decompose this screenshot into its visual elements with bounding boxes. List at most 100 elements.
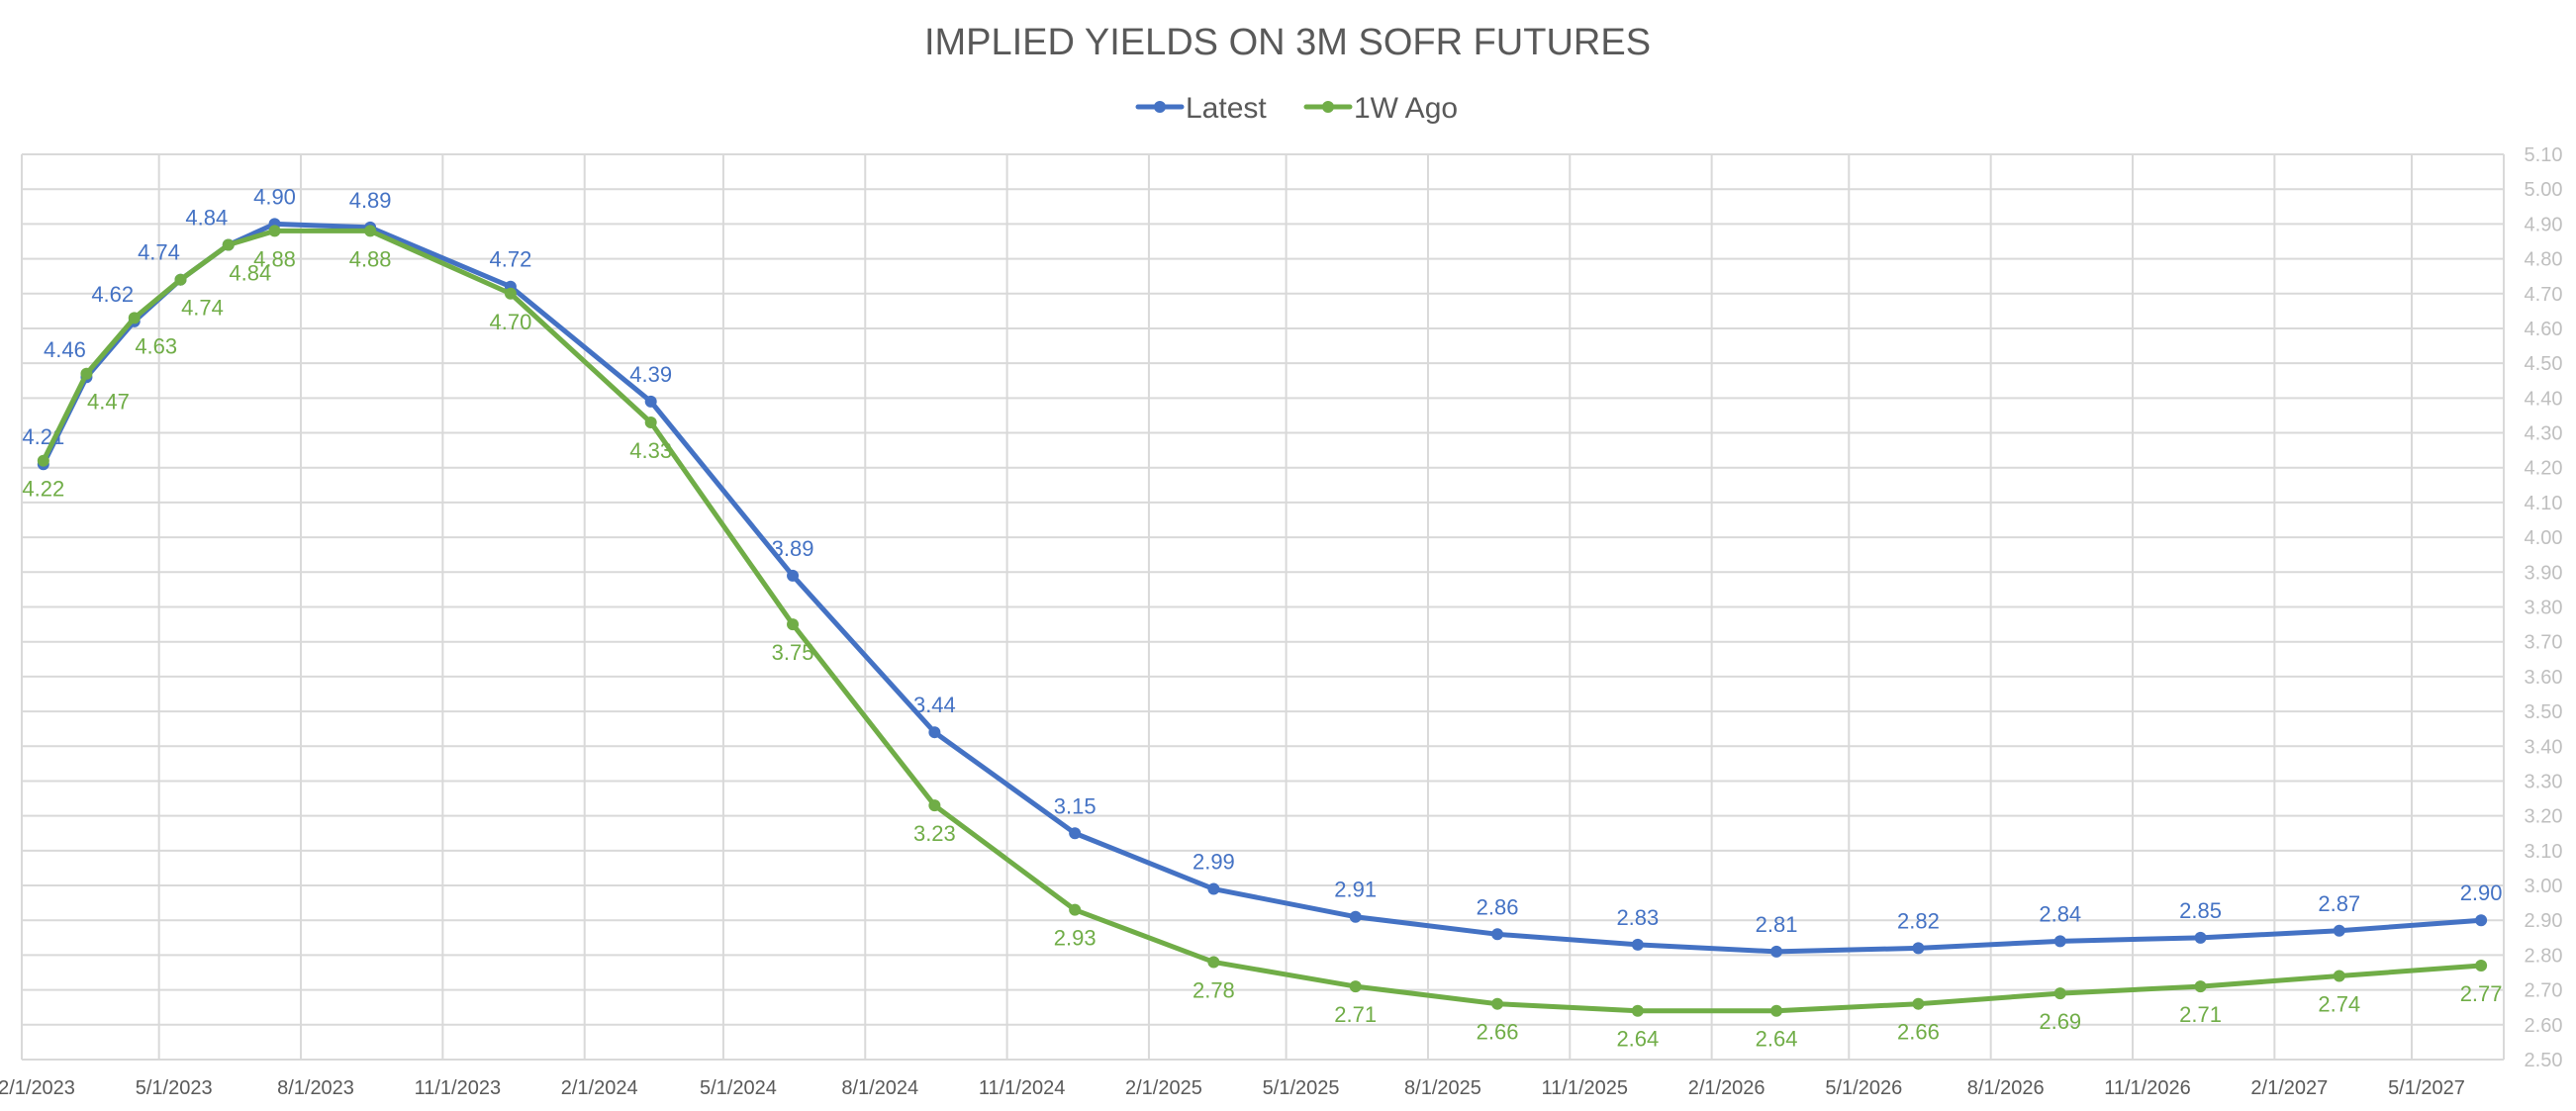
data-point <box>1631 938 1644 951</box>
data-label: 2.66 <box>1897 1020 1940 1045</box>
data-point <box>928 799 941 812</box>
y-tick-label: 3.70 <box>2525 632 2563 654</box>
data-point <box>504 287 517 300</box>
legend: Latest 1W Ago <box>1135 92 1458 125</box>
data-point <box>2333 924 2345 937</box>
x-tick-label: 5/1/2026 <box>1825 1077 1902 1099</box>
y-tick-label: 2.60 <box>2525 1015 2563 1037</box>
data-label: 4.74 <box>138 240 180 265</box>
x-tick-label: 2/1/2026 <box>1688 1077 1765 1099</box>
data-point <box>1349 980 1362 993</box>
y-tick-label: 2.80 <box>2525 945 2563 967</box>
data-point <box>1491 997 1504 1010</box>
data-point <box>2194 980 2207 993</box>
data-label: 4.46 <box>44 337 86 362</box>
x-tick-label: 2/1/2023 <box>0 1077 75 1099</box>
x-tick-label: 8/1/2024 <box>841 1077 918 1099</box>
data-point <box>80 367 93 380</box>
data-label: 2.77 <box>2460 981 2503 1006</box>
data-label: 4.74 <box>181 296 224 321</box>
data-label: 2.71 <box>1334 1002 1377 1027</box>
data-point <box>2053 935 2066 948</box>
data-label: 4.89 <box>349 188 392 213</box>
series-latest: 4.214.464.624.744.844.90 4.894.724.393.89… <box>22 184 2503 958</box>
data-label: 2.90 <box>2460 880 2503 905</box>
y-tick-label: 3.80 <box>2525 598 2563 619</box>
legend-label: Latest <box>1186 92 1267 125</box>
data-label: 2.64 <box>1756 1027 1798 1052</box>
data-point <box>1770 1004 1783 1017</box>
y-tick-label: 2.90 <box>2525 910 2563 932</box>
y-tick-label: 3.30 <box>2525 771 2563 792</box>
legend-marker-1 <box>1322 101 1334 113</box>
data-point <box>1912 942 1925 955</box>
data-label: 3.15 <box>1054 793 1097 818</box>
data-point <box>787 569 800 582</box>
data-point <box>2053 987 2066 1000</box>
data-label: 4.84 <box>185 206 228 231</box>
data-label: 2.83 <box>1616 905 1659 930</box>
data-point <box>644 416 657 428</box>
y-tick-label: 4.30 <box>2525 423 2563 445</box>
data-label: 4.22 <box>22 477 64 502</box>
y-tick-label: 3.40 <box>2525 736 2563 758</box>
data-label: 3.44 <box>913 693 956 717</box>
data-point <box>37 454 49 467</box>
data-point <box>787 618 800 631</box>
data-label: 4.47 <box>87 390 130 415</box>
data-label: 2.78 <box>1193 977 1235 1002</box>
data-point <box>1631 1004 1644 1017</box>
y-tick-label: 3.50 <box>2525 701 2563 723</box>
y-tick-label: 4.10 <box>2525 493 2563 514</box>
data-label: 2.85 <box>2179 898 2222 923</box>
x-tick-label: 11/1/2025 <box>1542 1077 1629 1099</box>
chart-title: IMPLIED YIELDS ON 3M SOFR FUTURES <box>924 22 1651 63</box>
x-tick-label: 5/1/2023 <box>136 1077 213 1099</box>
legend-label: 1W Ago <box>1354 92 1458 125</box>
data-point <box>364 225 377 237</box>
y-tick-label: 2.50 <box>2525 1050 2563 1071</box>
data-label: 2.87 <box>2318 891 2360 916</box>
y-tick-label: 4.20 <box>2525 458 2563 480</box>
data-label: 4.63 <box>135 333 177 358</box>
x-tick-label: 8/1/2026 <box>1967 1077 2045 1099</box>
data-point <box>1069 827 1082 840</box>
data-label: 4.39 <box>629 362 672 387</box>
data-label: 3.89 <box>772 536 814 561</box>
data-label: 2.86 <box>1477 894 1519 919</box>
x-tick-label: 2/1/2024 <box>561 1077 638 1099</box>
y-tick-label: 3.00 <box>2525 876 2563 897</box>
data-label: 2.69 <box>2039 1009 2081 1034</box>
series-line <box>41 221 2482 955</box>
y-tick-label: 4.00 <box>2525 527 2563 549</box>
data-label: 4.90 <box>253 184 296 209</box>
data-point <box>644 395 657 408</box>
x-tick-label: 11/1/2023 <box>415 1077 502 1099</box>
y-tick-label: 3.60 <box>2525 667 2563 689</box>
x-tick-label: 5/1/2024 <box>700 1077 777 1099</box>
data-point <box>2194 931 2207 944</box>
data-label: 4.84 <box>229 261 271 286</box>
y-tick-label: 3.10 <box>2525 841 2563 863</box>
data-point <box>1912 997 1925 1010</box>
x-tick-label: 11/1/2026 <box>2104 1077 2191 1099</box>
data-label: 4.33 <box>629 438 672 463</box>
data-label: 2.66 <box>1477 1020 1519 1045</box>
data-point <box>1491 928 1504 941</box>
gridlines <box>21 153 2505 1061</box>
x-tick-label: 8/1/2025 <box>1404 1077 1481 1099</box>
data-point <box>1770 945 1783 958</box>
y-tick-label: 3.90 <box>2525 562 2563 584</box>
data-label: 3.23 <box>913 821 956 846</box>
x-tick-label: 5/1/2027 <box>2388 1077 2465 1099</box>
series-1w-ago: 4.224.474.634.744.844.88 4.884.704.333.75… <box>22 225 2503 1052</box>
y-tick-label: 4.60 <box>2525 319 2563 340</box>
data-label: 2.82 <box>1897 908 1940 933</box>
x-axis: 2/1/2023 5/1/2023 8/1/2023 11/1/2023 2/1/202… <box>0 1077 2465 1099</box>
data-point <box>222 238 235 251</box>
data-label: 2.91 <box>1334 878 1377 902</box>
data-point <box>928 726 941 739</box>
data-label: 3.75 <box>772 640 814 665</box>
y-axis: 2.50 2.60 2.70 2.80 2.90 3.00 3.10 3.20 3.30 3.40… <box>2525 144 2563 1071</box>
